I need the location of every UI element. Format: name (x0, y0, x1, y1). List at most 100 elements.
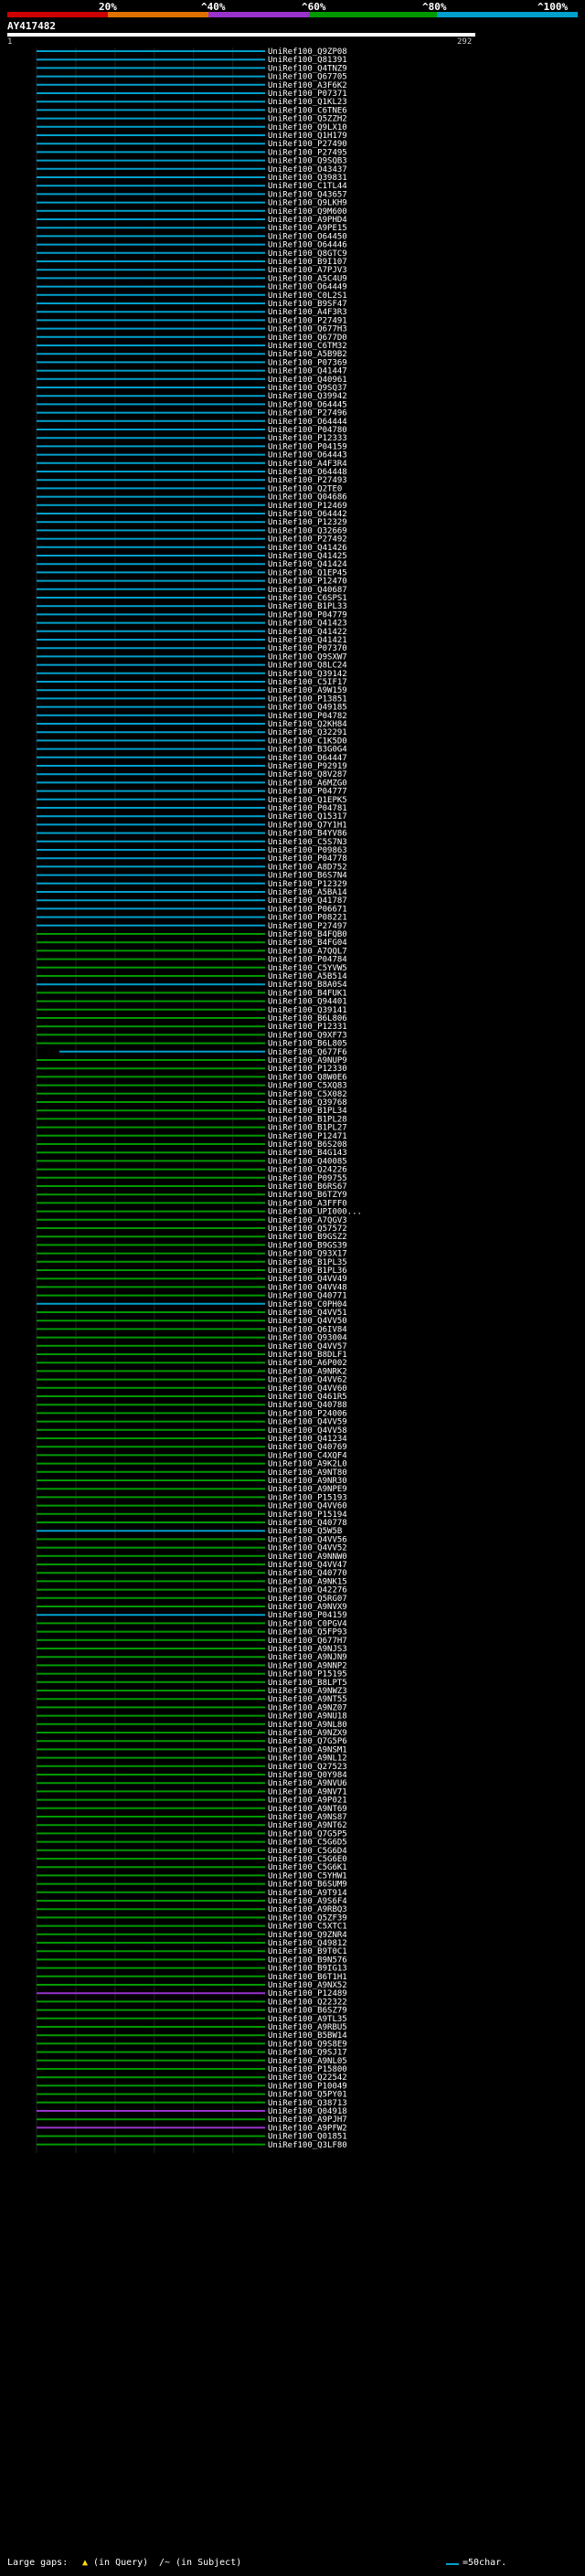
hit-label[interactable]: UniRef100_Q5ZZH2 (268, 115, 347, 124)
hit-label[interactable]: UniRef100_P08221 (268, 914, 347, 923)
hit-label[interactable]: UniRef100_Q4VV58 (268, 1426, 347, 1436)
hit-label[interactable]: UniRef100_B9I107 (268, 258, 347, 267)
hit-label[interactable]: UniRef100_B3G0G4 (268, 746, 347, 755)
hit-label[interactable]: UniRef100_P15193 (268, 1493, 347, 1502)
hit-label[interactable]: UniRef100_A4F3R3 (268, 308, 347, 317)
hit-label[interactable]: UniRef100_A6MZG0 (268, 779, 347, 788)
hit-label[interactable]: UniRef100_C6TM32 (268, 342, 347, 351)
hit-label[interactable]: UniRef100_P09863 (268, 846, 347, 855)
hit-label[interactable]: UniRef100_Q41423 (268, 620, 347, 629)
hit-label[interactable]: UniRef100_P04779 (268, 610, 347, 620)
hit-label[interactable]: UniRef100_Q9SQ37 (268, 384, 347, 393)
hit-label[interactable]: UniRef100_C5G6K1 (268, 1863, 347, 1872)
hit-label[interactable]: UniRef100_B8LPT5 (268, 1679, 347, 1688)
hit-label[interactable]: UniRef100_P09755 (268, 1174, 347, 1183)
hit-label[interactable]: UniRef100_Q4VV50 (268, 1317, 347, 1326)
hit-label[interactable]: UniRef100_A4F3R4 (268, 460, 347, 469)
hit-label[interactable]: UniRef100_Q41421 (268, 636, 347, 645)
hit-label[interactable]: UniRef100_C5YVW5 (268, 964, 347, 973)
hit-label[interactable]: UniRef100_P12330 (268, 1065, 347, 1074)
hit-label[interactable]: UniRef100_B4YV86 (268, 830, 347, 839)
hit-label[interactable]: UniRef100_C6SPS1 (268, 594, 347, 603)
hit-label[interactable]: UniRef100_B6RS67 (268, 1182, 347, 1192)
hit-label[interactable]: UniRef100_C5G6E0 (268, 1855, 347, 1864)
hit-label[interactable]: UniRef100_Q7G5P5 (268, 1829, 347, 1839)
hit-label[interactable]: UniRef100_A9PE15 (268, 224, 347, 233)
hit-label[interactable]: UniRef100_Q461R5 (268, 1393, 347, 1402)
hit-label[interactable]: UniRef100_C5G6D4 (268, 1847, 347, 1856)
hit-label[interactable]: UniRef100_A9W159 (268, 686, 347, 695)
hit-label[interactable]: UniRef100_Q40771 (268, 1292, 347, 1301)
hit-label[interactable]: UniRef100_P15195 (268, 1670, 347, 1680)
hit-label[interactable]: UniRef100_C0PGV4 (268, 1619, 347, 1628)
hit-label[interactable]: UniRef100_Q8V287 (268, 770, 347, 779)
hit-label[interactable]: UniRef100_B8DLF1 (268, 1351, 347, 1360)
hit-label[interactable]: UniRef100_Q27523 (268, 1763, 347, 1772)
hit-label[interactable]: UniRef100_Q1H179 (268, 132, 347, 141)
hit-label[interactable]: UniRef100_Q40770 (268, 1569, 347, 1578)
hit-label[interactable]: UniRef100_Q677F6 (268, 1048, 347, 1057)
hit-label[interactable]: UniRef100_A9RBQ3 (268, 1905, 347, 1914)
hit-label[interactable]: UniRef100_C1K5D0 (268, 737, 347, 746)
hit-label[interactable]: UniRef100_A9NK15 (268, 1577, 347, 1586)
hit-label[interactable]: UniRef100_C5IF17 (268, 678, 347, 687)
hit-label[interactable]: UniRef100_A9NRK2 (268, 1367, 347, 1376)
hit-label[interactable]: UniRef100_P27496 (268, 409, 347, 419)
hit-label[interactable]: UniRef100_Q41425 (268, 552, 347, 561)
hit-label[interactable]: UniRef100_Q41424 (268, 560, 347, 569)
hit-label[interactable]: UniRef100_Q9SQB3 (268, 157, 347, 166)
hit-label[interactable]: UniRef100_P06671 (268, 905, 347, 914)
hit-label[interactable]: UniRef100_A9NVU6 (268, 1779, 347, 1788)
hit-label[interactable]: UniRef100_Q677D0 (268, 334, 347, 343)
hit-label[interactable]: UniRef100_B4FUK1 (268, 989, 347, 998)
hit-label[interactable]: UniRef100_A9S6F4 (268, 1897, 347, 1906)
hit-label[interactable]: UniRef100_Q39141 (268, 1006, 347, 1015)
hit-label[interactable]: UniRef100_Q4VV51 (268, 1309, 347, 1318)
hit-label[interactable]: UniRef100_A9RBU5 (268, 2023, 347, 2032)
hit-label[interactable]: UniRef100_A7PJV3 (268, 266, 347, 275)
hit-label[interactable]: UniRef100_A9NS87 (268, 1813, 347, 1822)
hit-label[interactable]: UniRef100_Q41447 (268, 367, 347, 376)
hit-label[interactable]: UniRef100_Q4VV48 (268, 1283, 347, 1292)
hit-label[interactable]: UniRef100_Q1KL23 (268, 98, 347, 107)
hit-label[interactable]: UniRef100_Q41787 (268, 896, 347, 906)
hit-label[interactable]: UniRef100_Q49812 (268, 1939, 347, 1948)
hit-label[interactable]: UniRef100_Q22542 (268, 2073, 347, 2083)
hit-label[interactable]: UniRef100_C0PH04 (268, 1300, 347, 1309)
hit-label[interactable]: UniRef100_B4FQB0 (268, 930, 347, 939)
hit-label[interactable]: UniRef100_Q15317 (268, 812, 347, 822)
hit-label[interactable]: UniRef100_P04784 (268, 956, 347, 965)
hit-label[interactable]: UniRef100_P27495 (268, 148, 347, 157)
hit-label[interactable]: UniRef100_P15800 (268, 2065, 347, 2074)
hit-label[interactable]: UniRef100_B1PL35 (268, 1258, 347, 1267)
hit-label[interactable]: UniRef100_A9P021 (268, 1797, 347, 1806)
hit-label[interactable]: UniRef100_Q04686 (268, 493, 347, 503)
hit-label[interactable]: UniRef100_P27492 (268, 535, 347, 545)
hit-label[interactable]: UniRef100_C5XTC1 (268, 1923, 347, 1932)
hit-label[interactable]: UniRef100_O64443 (268, 451, 347, 461)
hit-label[interactable]: UniRef100_B5BW14 (268, 2031, 347, 2041)
hit-label[interactable]: UniRef100_Q4VV62 (268, 1376, 347, 1385)
hit-label[interactable]: UniRef100_Q5PY01 (268, 2091, 347, 2100)
hit-label[interactable]: UniRef100_B8A0S4 (268, 981, 347, 990)
hit-label[interactable]: UniRef100_P27491 (268, 316, 347, 325)
hit-label[interactable]: UniRef100_Q41234 (268, 1435, 347, 1444)
hit-label[interactable]: UniRef100_A9NSM1 (268, 1745, 347, 1754)
hit-label[interactable]: UniRef100_O64447 (268, 754, 347, 763)
hit-label[interactable]: UniRef100_O64449 (268, 283, 347, 292)
hit-label[interactable]: UniRef100_Q39768 (268, 1098, 347, 1108)
hit-label[interactable]: UniRef100_P04780 (268, 426, 347, 435)
hit-label[interactable]: UniRef100_A9NUP9 (268, 1056, 347, 1065)
hit-label[interactable]: UniRef100_Q9ZP08 (268, 48, 347, 57)
hit-label[interactable]: UniRef100_O64450 (268, 232, 347, 241)
hit-label[interactable]: UniRef100_Q32669 (268, 526, 347, 535)
hit-label[interactable]: UniRef100_A5B9B2 (268, 350, 347, 359)
hit-label[interactable]: UniRef100_Q4VV60 (268, 1384, 347, 1394)
hit-label[interactable]: UniRef100_P27493 (268, 476, 347, 485)
hit-label[interactable]: UniRef100_Q9SXW7 (268, 652, 347, 662)
hit-label[interactable]: UniRef100_P07371 (268, 90, 347, 99)
hit-label[interactable]: UniRef100_B9N576 (268, 1956, 347, 1965)
hit-label[interactable]: UniRef100_A3F6K2 (268, 81, 347, 90)
hit-label[interactable]: UniRef100_P04781 (268, 804, 347, 813)
hit-label[interactable]: UniRef100_B6TZY9 (268, 1191, 347, 1200)
